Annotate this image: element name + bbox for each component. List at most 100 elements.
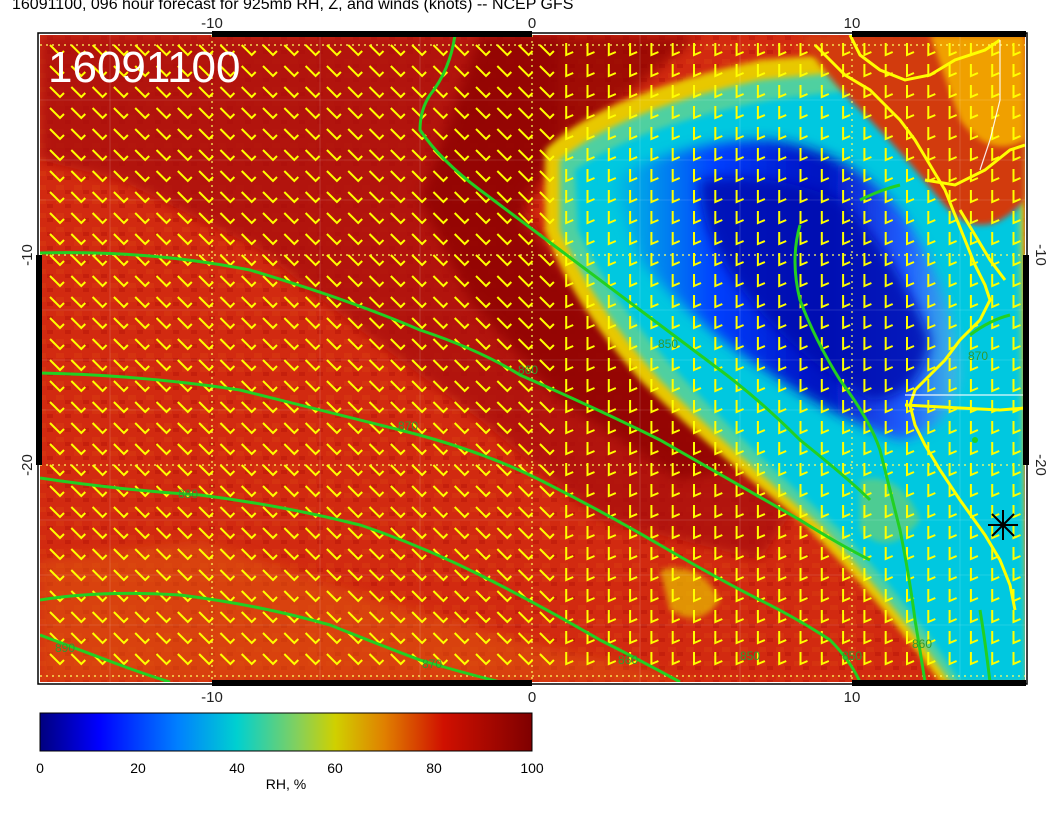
wind-barb — [198, 233, 214, 246]
wind-barb — [735, 652, 744, 666]
wind-barb — [820, 211, 830, 225]
wind-barb — [991, 505, 1000, 519]
wind-barb — [517, 422, 534, 435]
wind-barb — [432, 359, 449, 372]
wind-barb — [842, 190, 851, 204]
wind-barb — [969, 85, 979, 99]
wind-barb — [496, 338, 513, 351]
wind-barb — [70, 653, 87, 666]
right-tick-label: -20 — [1032, 454, 1049, 476]
wind-barb — [475, 548, 491, 561]
wind-barb — [927, 232, 936, 246]
wind-barb — [671, 211, 681, 225]
wind-barb — [991, 274, 1000, 288]
wind-barb — [714, 505, 723, 519]
wind-barb — [517, 653, 534, 666]
wind-barb — [863, 211, 872, 225]
wind-barb — [368, 443, 385, 456]
wind-barb — [539, 443, 555, 456]
wind-barb — [304, 443, 321, 456]
wind-barb — [586, 379, 595, 393]
wind-barb — [863, 400, 872, 414]
wind-barb — [283, 548, 300, 561]
wind-barb — [969, 295, 979, 309]
wind-barb — [1012, 610, 1021, 624]
wind-barb — [240, 317, 257, 330]
wind-barb — [927, 589, 936, 603]
wind-barb — [863, 358, 872, 372]
wind-barb — [884, 652, 894, 666]
wind-barb — [539, 422, 555, 435]
wind-barb — [304, 569, 321, 582]
wind-barb — [693, 589, 702, 603]
wind-barb — [1012, 190, 1021, 204]
wind-barb — [390, 653, 406, 666]
wind-barb — [1012, 316, 1021, 330]
wind-barb — [693, 106, 702, 120]
wind-barb — [884, 85, 894, 99]
wind-barb — [198, 611, 214, 624]
wind-barb — [219, 107, 236, 120]
wind-barb — [539, 506, 555, 519]
wind-barb — [70, 506, 87, 519]
wind-barb — [517, 44, 534, 57]
wind-barb — [948, 505, 957, 519]
wind-barb — [326, 170, 342, 183]
wind-barb — [177, 149, 193, 162]
wind-barb — [756, 589, 766, 603]
wind-barb — [693, 127, 702, 141]
wind-barb — [517, 380, 534, 393]
wind-barb — [347, 212, 363, 225]
wind-barb — [906, 274, 915, 288]
wind-barb — [607, 400, 617, 414]
wind-barb — [368, 506, 385, 519]
wind-barb — [240, 128, 257, 141]
wind-barb — [91, 44, 108, 57]
wind-barb — [650, 442, 659, 456]
wind-barb — [496, 422, 513, 435]
wind-barb — [432, 422, 449, 435]
wind-barb — [799, 316, 808, 330]
wind-barb — [799, 148, 808, 162]
wind-barb — [650, 652, 659, 666]
wind-barb — [347, 443, 363, 456]
wind-barb — [927, 547, 936, 561]
wind-barb — [49, 275, 65, 288]
wind-barb — [906, 190, 915, 204]
wind-barb — [863, 253, 872, 267]
wind-barb — [735, 589, 744, 603]
wind-barb — [262, 464, 278, 477]
top-tick-label: 0 — [528, 15, 536, 32]
wind-barb — [283, 485, 300, 498]
wind-barb — [134, 65, 150, 78]
wind-barb — [155, 338, 172, 351]
wind-barb — [539, 338, 555, 351]
wind-barb — [283, 170, 300, 183]
wind-barb — [629, 463, 638, 477]
wind-barb — [906, 211, 915, 225]
wind-barb — [991, 295, 1000, 309]
wind-barb — [262, 422, 278, 435]
wind-barb — [927, 421, 936, 435]
wind-barb — [906, 505, 915, 519]
wind-barb — [326, 44, 342, 57]
wind-barb — [91, 107, 108, 120]
wind-barb — [91, 632, 108, 645]
wind-barb — [756, 568, 766, 582]
wind-barb — [671, 400, 681, 414]
wind-barb — [155, 233, 172, 246]
wind-barb — [863, 610, 872, 624]
wind-barb — [820, 589, 830, 603]
wind-barb — [113, 107, 129, 120]
wind-barb — [756, 169, 766, 183]
wind-barb — [177, 191, 193, 204]
wind-barb — [735, 295, 744, 309]
wind-barb — [91, 212, 108, 225]
wind-barb — [390, 632, 406, 645]
wind-barb — [368, 317, 385, 330]
wind-barb — [390, 401, 406, 414]
bottom-tick-label: 0 — [528, 689, 536, 706]
wind-barb — [650, 379, 659, 393]
wind-barb — [969, 148, 979, 162]
wind-barb — [565, 358, 574, 372]
